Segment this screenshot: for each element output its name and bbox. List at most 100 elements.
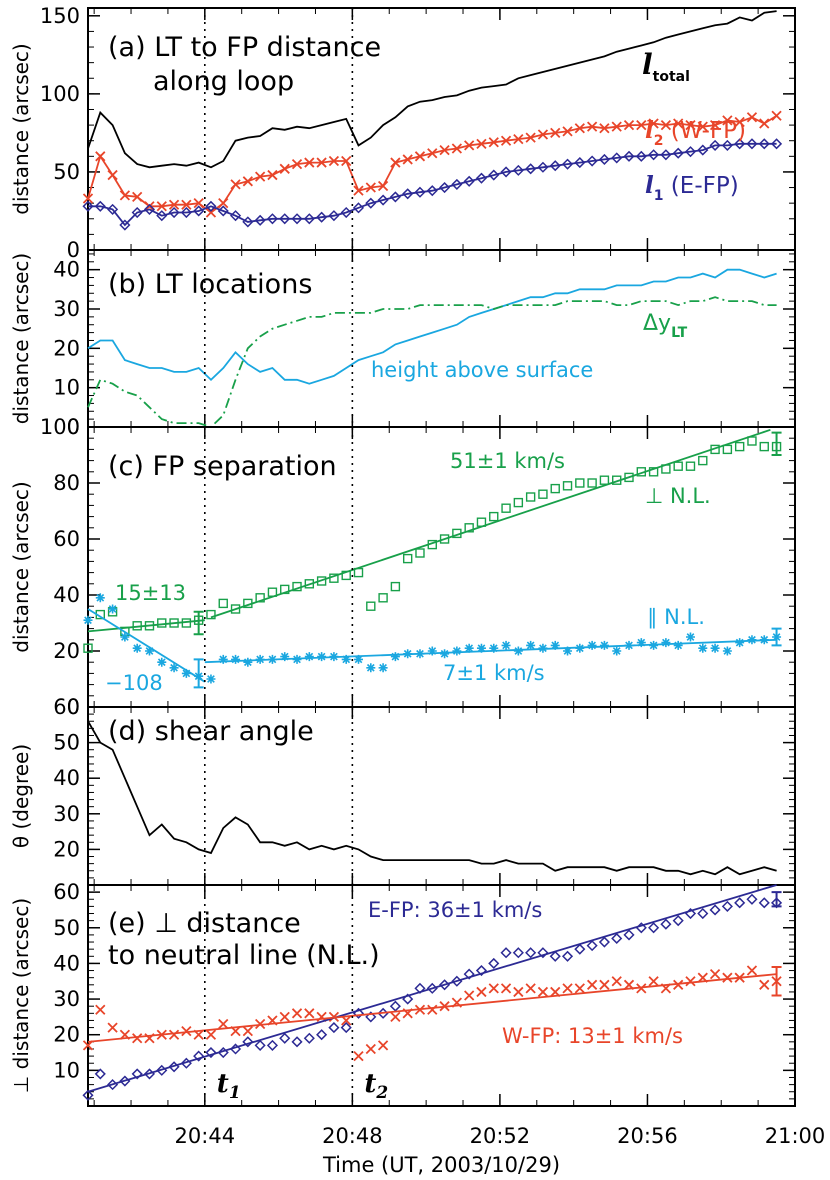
fit-line	[87, 973, 777, 1043]
asterisk-marker	[144, 646, 154, 656]
series-ltotal	[87, 10, 777, 169]
diamond-marker	[561, 950, 574, 962]
y-tick-label: 20	[53, 639, 80, 663]
series-line	[87, 10, 777, 169]
diamond-marker	[316, 211, 328, 223]
cross-marker	[513, 986, 524, 998]
diamond-marker	[684, 146, 697, 158]
cross-marker	[427, 1004, 438, 1015]
diamond-marker	[303, 213, 315, 225]
asterisk-marker	[95, 593, 105, 603]
diamond-marker	[488, 169, 500, 181]
fit-line	[87, 884, 777, 1093]
diamond-marker	[463, 968, 475, 980]
asterisk-marker	[341, 654, 351, 664]
diamond-marker	[365, 1011, 377, 1023]
y-tick-label: 40	[53, 951, 80, 975]
y-tick-label: 50	[53, 160, 80, 184]
y-axis-label: θ (degree)	[9, 744, 33, 848]
label-fit-15: 15±13	[115, 581, 186, 605]
x-axis: 20:44 20:48 20:52 20:56 21:00 Time (UT, …	[175, 1124, 826, 1177]
error-bar	[771, 627, 782, 647]
cross-marker	[648, 118, 659, 129]
asterisk-marker	[489, 643, 499, 653]
asterisk-marker	[354, 654, 364, 664]
square-marker	[648, 467, 659, 477]
square-marker	[501, 503, 511, 513]
x-tick-label: 20:56	[617, 1124, 678, 1148]
cross-marker	[513, 134, 524, 145]
cross-marker	[291, 1008, 303, 1019]
cross-marker	[242, 176, 253, 187]
asterisk-marker	[157, 657, 167, 667]
series-ΔyLT	[87, 296, 777, 429]
diamond-marker	[611, 152, 623, 164]
asterisk-marker	[169, 663, 179, 673]
y-tick-label: 40	[53, 583, 80, 607]
cross-marker	[574, 983, 585, 994]
label-fit-7: 7±1 km/s	[443, 661, 545, 685]
asterisk-marker	[513, 646, 523, 656]
square-marker	[513, 497, 524, 508]
diamond-marker	[648, 149, 660, 161]
square-marker	[538, 489, 548, 499]
cross-marker	[267, 169, 278, 181]
cross-marker	[95, 1004, 106, 1015]
square-marker	[575, 478, 585, 488]
label-par-nl: ∥ N.L.	[647, 605, 705, 629]
diamond-marker	[426, 185, 438, 197]
y-tick-label: 10	[53, 1058, 80, 1082]
diamond-marker	[389, 1000, 401, 1012]
cross-marker	[537, 129, 549, 140]
event-label: t2	[364, 1069, 388, 1103]
series-line	[87, 296, 777, 429]
cross-marker	[451, 143, 463, 154]
diamond-marker	[242, 216, 254, 228]
cross-marker	[697, 121, 708, 132]
cross-marker	[673, 118, 684, 129]
asterisk-marker	[747, 635, 757, 645]
series-shear angle	[87, 720, 777, 876]
diamond-marker	[574, 157, 586, 169]
diamond-marker	[131, 1068, 143, 1080]
y-tick-label: 30	[53, 802, 80, 826]
diamond-marker	[131, 206, 143, 219]
diamond-marker	[598, 153, 610, 166]
x-tick-label: 20:52	[470, 1124, 531, 1148]
y-tick-label: 100	[40, 82, 80, 106]
square-marker	[390, 581, 401, 592]
diamond-marker	[193, 1050, 205, 1062]
square-marker	[415, 548, 425, 558]
label-l-total: ltotal	[642, 48, 690, 85]
y-axis: 10 20 30 40 50 60	[53, 880, 795, 1107]
diamond-marker	[721, 900, 733, 912]
cross-marker	[193, 198, 204, 209]
square-marker	[673, 461, 683, 471]
asterisk-marker	[661, 638, 671, 648]
square-marker	[157, 618, 167, 628]
square-marker	[230, 604, 241, 614]
label-l1: l1 (E-FP)	[645, 172, 739, 204]
asterisk-marker	[181, 668, 191, 678]
diamond-marker	[672, 147, 684, 159]
square-marker	[83, 643, 93, 653]
cross-marker	[390, 1011, 401, 1023]
cross-marker	[746, 965, 758, 976]
diamond-marker	[365, 197, 377, 209]
y-tick-label: 60	[53, 880, 80, 904]
asterisk-marker	[685, 632, 695, 642]
event-label: t1	[217, 1069, 241, 1103]
cross-marker	[759, 118, 770, 129]
panel-c: 0 20 40 60 80 100 distance (arcsec) (c) FP sepa…	[9, 415, 796, 719]
asterisk-marker	[563, 646, 573, 656]
diamond-marker	[660, 918, 672, 930]
diamond-marker	[672, 915, 684, 927]
cross-marker	[365, 1043, 376, 1055]
square-marker	[218, 598, 228, 609]
label-l2: l2 (W-FP)	[645, 117, 746, 149]
cross-marker	[673, 979, 684, 990]
y-tick-label: 60	[53, 695, 80, 719]
diamond-marker	[660, 149, 672, 161]
diamond-marker	[156, 210, 168, 222]
diamond-marker	[500, 947, 512, 959]
